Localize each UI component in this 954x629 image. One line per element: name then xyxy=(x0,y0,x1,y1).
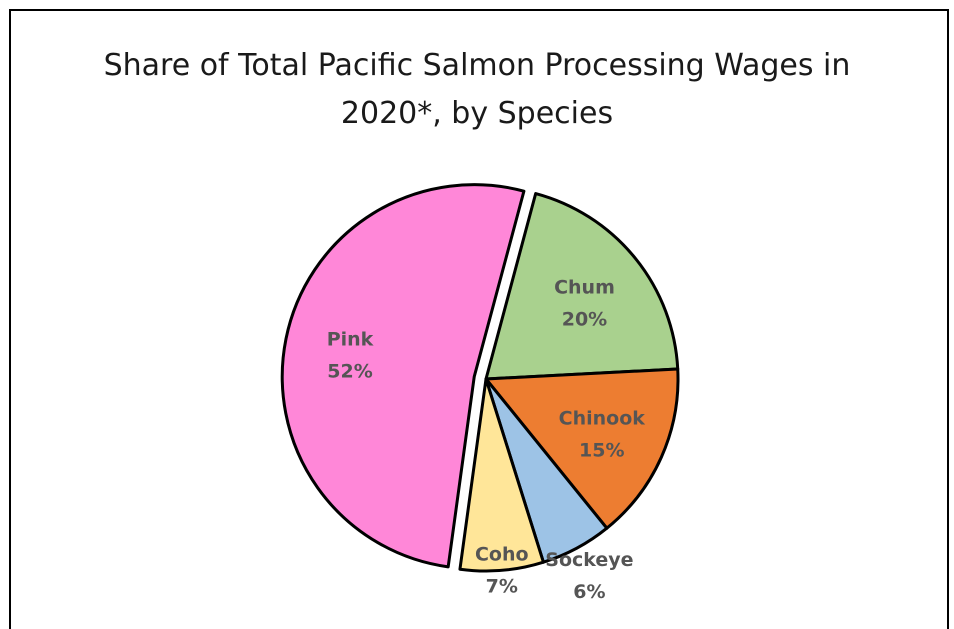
chart-title: Share of Total Pacific Salmon Processing… xyxy=(0,42,954,138)
pie-label-chum: Chum 20% xyxy=(554,276,615,330)
pie-label-value: 6% xyxy=(573,581,605,603)
pie-label-value: 7% xyxy=(486,576,518,598)
pie-slice-coho xyxy=(458,377,545,573)
pie-slice-chum xyxy=(484,192,680,381)
pie-label-pink: Pink 52% xyxy=(327,329,374,383)
pie-label-value: 20% xyxy=(562,308,607,330)
pie-label-coho: Coho 7% xyxy=(475,544,529,598)
pie-label-name: Sockeye xyxy=(545,549,633,571)
pie-label-value: 52% xyxy=(327,361,372,383)
pie-label-name: Chum xyxy=(554,276,615,298)
pie-slice-pink xyxy=(280,183,526,569)
pie-label-value: 15% xyxy=(579,440,624,462)
pie-label-sockeye: Sockeye 6% xyxy=(545,549,633,603)
chart-title-line-1: Share of Total Pacific Salmon Processing… xyxy=(103,48,851,83)
pie-label-chinook: Chinook 15% xyxy=(559,408,646,462)
pie-label-name: Pink xyxy=(327,329,374,351)
chart-title-line-2: 2020*, by Species xyxy=(340,96,614,131)
pie-label-name: Coho xyxy=(475,544,529,566)
pie-slice-chinook xyxy=(484,367,680,530)
pie-label-name: Chinook xyxy=(559,408,646,430)
